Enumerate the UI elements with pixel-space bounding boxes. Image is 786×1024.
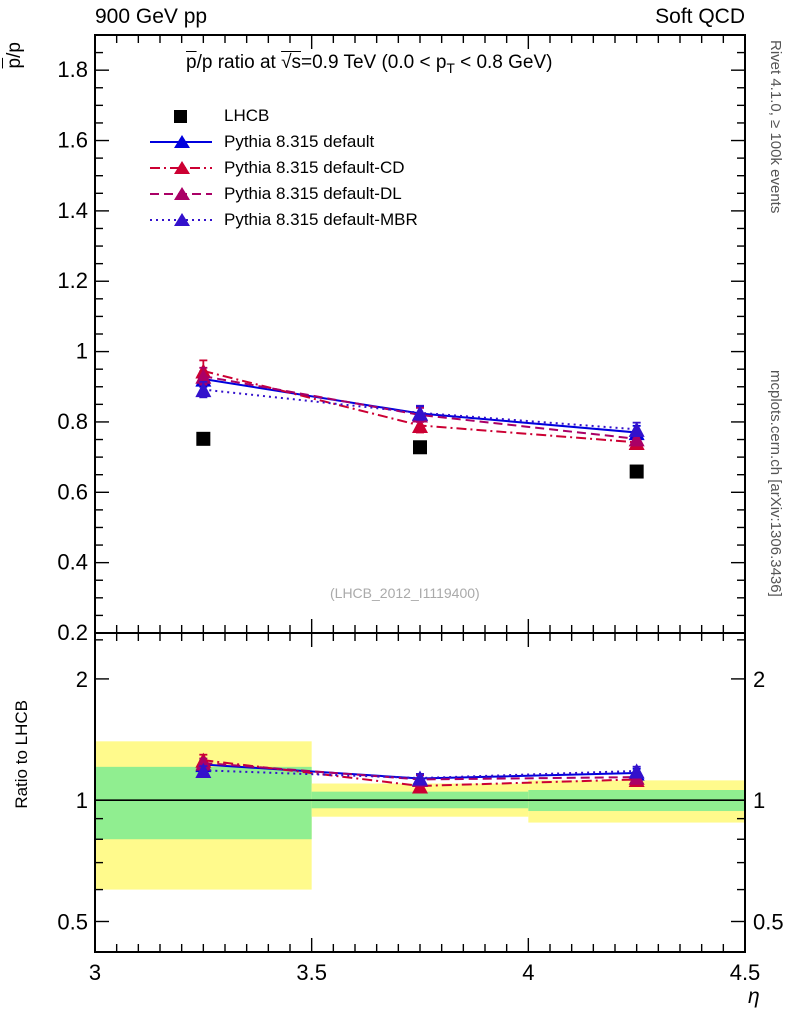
legend-key xyxy=(150,184,212,204)
y-tick-label-main: 1.6 xyxy=(57,128,88,153)
legend-item-label: Pythia 8.315 default-DL xyxy=(224,184,402,203)
data-marker xyxy=(195,368,212,384)
legend-key xyxy=(150,132,212,152)
legend-item-label: LHCB xyxy=(224,106,270,125)
legend-item-label: Pythia 8.315 default xyxy=(224,132,375,151)
data-marker xyxy=(412,417,428,434)
x-tick-label: 3.5 xyxy=(296,960,327,985)
y-tick-label-ratio: 1 xyxy=(76,788,88,813)
legend-item[interactable]: Pythia 8.315 default-CD xyxy=(150,155,418,181)
y-tick-label-main: 0.6 xyxy=(57,479,88,504)
plot-title: p/p ratio at √s=0.9 TeV (0.0 < pT < 0.8 … xyxy=(186,52,553,76)
data-marker xyxy=(412,405,428,421)
data-marker xyxy=(628,421,645,437)
y-tick-label-main: 0.2 xyxy=(57,620,88,645)
x-axis-label: η xyxy=(748,985,760,1008)
ratio-marker xyxy=(628,763,645,779)
ratio-marker xyxy=(412,770,428,786)
data-marker-lhcb xyxy=(413,440,427,455)
ratio-line xyxy=(203,759,637,787)
mcplots-source-label: mcplots.cern.ch [arXiv:1306.3436] xyxy=(767,370,784,597)
legend-marker-square xyxy=(174,110,187,123)
y-tick-label-main: 1.8 xyxy=(57,57,88,82)
legend-item-label: Pythia 8.315 default-CD xyxy=(224,158,405,177)
legend-key xyxy=(150,158,212,178)
legend-item-label: Pythia 8.315 default-MBR xyxy=(224,210,418,229)
data-marker-lhcb xyxy=(196,431,211,446)
legend-key xyxy=(150,106,212,126)
legend-marker-triangle xyxy=(174,213,190,226)
legend-key xyxy=(150,210,212,230)
x-tick-label: 4.5 xyxy=(730,960,761,985)
data-marker xyxy=(195,381,212,398)
legend: LHCB Pythia 8.315 default Pythia 8.315 def… xyxy=(150,103,418,233)
legend-item[interactable]: Pythia 8.315 default-MBR xyxy=(150,207,418,233)
y-tick-label-ratio: 2 xyxy=(76,667,88,692)
legend-item[interactable]: Pythia 8.315 default xyxy=(150,129,418,155)
y-tick-label-main: 1.4 xyxy=(57,198,88,223)
uncertainty-band-green xyxy=(95,766,312,840)
analysis-id-watermark: (LHCB_2012_I1119400) xyxy=(330,585,480,601)
x-tick-label: 4 xyxy=(522,960,534,985)
legend-item[interactable]: LHCB xyxy=(150,103,418,129)
y-tick-label-main: 0.8 xyxy=(57,409,88,434)
y-tick-label-main: 0.4 xyxy=(57,550,88,575)
header-right-label: Soft QCD xyxy=(655,5,745,28)
rivet-version-label: Rivet 4.1.0, ≥ 100k events xyxy=(767,40,784,214)
legend-marker-triangle xyxy=(174,135,190,148)
x-tick-label: 3 xyxy=(89,960,101,985)
y-tick-label-ratio-right: 0.5 xyxy=(753,909,784,934)
legend-item[interactable]: Pythia 8.315 default-DL xyxy=(150,181,418,207)
y-tick-label-main: 1 xyxy=(76,339,88,364)
header-left-label: 900 GeV pp xyxy=(95,5,208,28)
data-marker xyxy=(628,431,645,447)
ratio-marker xyxy=(195,762,212,778)
data-line-pythia-8-315-default-dl xyxy=(203,375,637,440)
y-tick-label-ratio: 0.5 xyxy=(57,909,88,934)
y-tick-label-ratio-right: 1 xyxy=(753,788,765,813)
y-tick-label-main: 1.2 xyxy=(57,268,88,293)
main-panel-frame xyxy=(94,34,746,634)
y-tick-label-ratio-right: 2 xyxy=(753,667,765,692)
legend-marker-triangle xyxy=(174,161,190,174)
data-marker-lhcb xyxy=(629,464,644,479)
legend-marker-triangle xyxy=(174,187,190,200)
